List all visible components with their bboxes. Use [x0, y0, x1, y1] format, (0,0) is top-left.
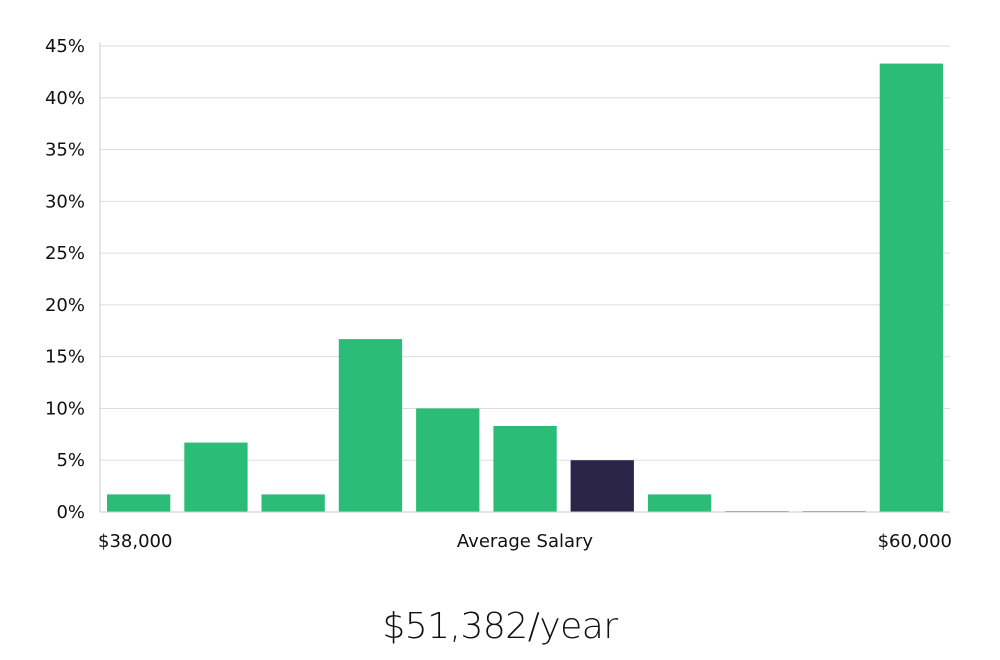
y-tick-label: 35% [45, 140, 85, 161]
y-tick-label: 0% [56, 502, 85, 523]
x-axis-start-label: $38,000 [98, 531, 172, 552]
average-salary-value: $51,382/year [382, 606, 618, 647]
x-axis-title: Average Salary [457, 531, 594, 552]
y-tick-label: 15% [45, 347, 85, 368]
y-tick-label: 40% [45, 88, 85, 109]
bars [107, 63, 943, 512]
grid-lines [100, 45, 950, 461]
y-tick-label: 5% [56, 450, 85, 471]
y-tick-label: 10% [45, 398, 85, 419]
bar [184, 442, 248, 512]
bar-highlighted [570, 460, 634, 512]
bar [416, 408, 480, 512]
y-tick-label: 30% [45, 191, 85, 212]
axes [99, 42, 950, 513]
bar [493, 426, 557, 512]
bar [261, 494, 325, 512]
bar [647, 494, 712, 512]
bar [338, 339, 403, 512]
y-tick-label: 20% [45, 295, 85, 316]
x-axis-end-label: $60,000 [878, 531, 952, 552]
salary-histogram: 0% 5% 10% 15% 20% 25% 30% 35% 40% 45% $38,000 Ave… [45, 36, 952, 552]
bar [879, 63, 943, 512]
bar [107, 494, 171, 512]
y-tick-label: 45% [45, 36, 85, 57]
y-axis-ticks: 0% 5% 10% 15% 20% 25% 30% 35% 40% 45% [45, 36, 85, 523]
y-tick-label: 25% [45, 243, 85, 264]
